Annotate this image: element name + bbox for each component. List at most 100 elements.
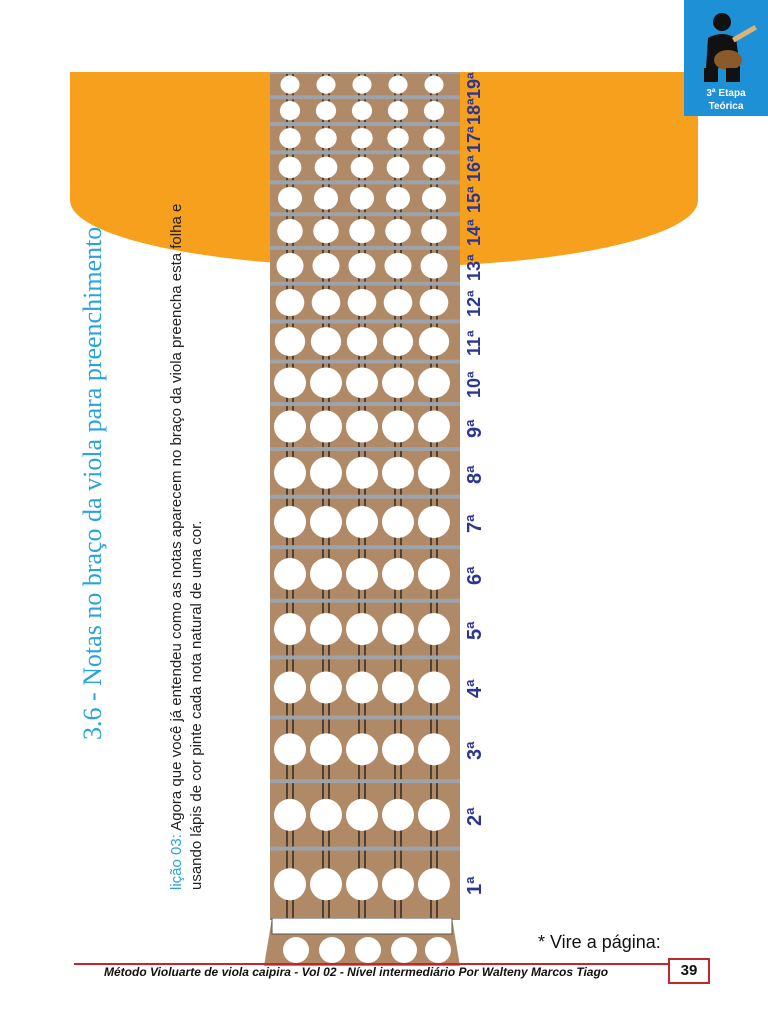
fret-number: 19ª xyxy=(464,72,484,100)
fret-number: 6ª xyxy=(464,566,486,585)
note-circle xyxy=(347,288,377,317)
note-circle xyxy=(382,456,414,489)
fret-wire xyxy=(270,715,460,720)
note-circle xyxy=(418,733,450,766)
note-circle xyxy=(274,367,306,399)
note-circle xyxy=(310,671,342,704)
note-circle xyxy=(418,410,450,443)
fret-wire xyxy=(270,212,460,217)
note-circle xyxy=(346,798,378,831)
lesson-text-1: Agora que você já entendeu como as notas… xyxy=(168,203,185,831)
fret-wire xyxy=(270,779,460,784)
etapa-badge: 3ª Etapa Teórica xyxy=(684,0,768,116)
note-circle xyxy=(315,127,337,149)
fret-number: 7ª xyxy=(464,514,486,533)
fret-number: 11ª xyxy=(464,330,484,357)
note-circle xyxy=(310,505,342,538)
note-circle xyxy=(382,505,414,538)
note-circle xyxy=(310,733,342,766)
note-circle xyxy=(420,252,448,279)
viola-fretboard xyxy=(270,72,460,920)
note-circle xyxy=(387,101,409,121)
note-circle xyxy=(418,327,450,356)
fret-number: 9ª xyxy=(464,419,486,438)
note-circle xyxy=(274,557,306,590)
note-circle xyxy=(384,252,412,279)
note-circle xyxy=(419,288,449,317)
note-circle xyxy=(311,288,341,317)
note-circle xyxy=(348,252,376,279)
note-circle xyxy=(418,671,450,704)
fret-wire xyxy=(270,281,460,286)
note-circle xyxy=(388,75,408,94)
fret-number: 15ª xyxy=(464,186,484,214)
fret-wire xyxy=(270,150,460,155)
turn-page-note: * Vire a página: xyxy=(538,932,661,952)
note-circle xyxy=(346,456,378,489)
note-circle xyxy=(274,327,306,356)
note-circle xyxy=(346,505,378,538)
note-circle xyxy=(274,410,306,443)
fret-wire xyxy=(270,359,460,364)
note-circle xyxy=(423,101,445,121)
fret-number: 2ª xyxy=(464,807,486,826)
note-circle xyxy=(422,156,446,179)
note-circle xyxy=(386,156,410,179)
fret-wire xyxy=(270,95,460,100)
note-circle xyxy=(346,868,378,901)
note-circle xyxy=(274,456,306,489)
note-circle xyxy=(315,101,337,121)
note-circle xyxy=(274,868,306,901)
note-circle xyxy=(423,127,445,149)
fret-number: 10ª xyxy=(464,370,484,398)
note-circle xyxy=(346,733,378,766)
fretboard-headstock xyxy=(264,918,460,966)
note-circle xyxy=(383,288,413,317)
note-circle xyxy=(310,613,342,646)
note-circle xyxy=(382,733,414,766)
section-title: 3.6 - Notas no braço da viola para preen… xyxy=(78,226,107,740)
note-circle xyxy=(313,218,339,244)
fret-wire xyxy=(270,319,460,324)
fret-number: 5ª xyxy=(464,621,486,641)
note-circle xyxy=(418,798,450,831)
note-circle xyxy=(310,557,342,590)
footer-credit: Método Violuarte de viola caipira - Vol … xyxy=(104,965,609,979)
fret-number: 16ª xyxy=(464,155,484,183)
lesson-instruction-line1: lição 03: Agora que você já entendeu com… xyxy=(168,204,185,890)
fret-wire xyxy=(270,598,460,603)
note-circle xyxy=(424,75,444,94)
note-circle xyxy=(310,367,342,399)
note-circle xyxy=(382,868,414,901)
footer-rule xyxy=(74,963,680,965)
fret-number: 12ª xyxy=(464,290,484,318)
fret-wire xyxy=(270,402,460,407)
note-circle xyxy=(310,456,342,489)
note-circle xyxy=(274,733,306,766)
fret-number: 18ª xyxy=(464,98,484,126)
note-circle xyxy=(274,798,306,831)
note-circle xyxy=(316,75,336,94)
note-circle xyxy=(278,156,302,179)
note-circle xyxy=(418,613,450,646)
note-circle xyxy=(310,798,342,831)
fret-number: 14ª xyxy=(464,219,484,246)
note-circle xyxy=(274,613,306,646)
note-circle xyxy=(277,218,303,244)
note-circle xyxy=(382,613,414,646)
note-circle xyxy=(310,327,342,356)
note-circle xyxy=(275,288,305,317)
note-circle xyxy=(418,505,450,538)
note-circle xyxy=(280,75,300,94)
note-circle xyxy=(346,327,378,356)
note-circle xyxy=(274,505,306,538)
note-circle xyxy=(279,101,301,121)
fret-number: 8ª xyxy=(464,465,486,484)
note-circle xyxy=(421,218,447,244)
note-circle xyxy=(418,367,450,399)
note-circle xyxy=(351,127,373,149)
lesson-instruction-line2: usando lápis de cor pinte cada nota natu… xyxy=(188,520,205,890)
note-circle xyxy=(279,127,301,149)
note-circle xyxy=(346,613,378,646)
note-circle xyxy=(382,410,414,443)
